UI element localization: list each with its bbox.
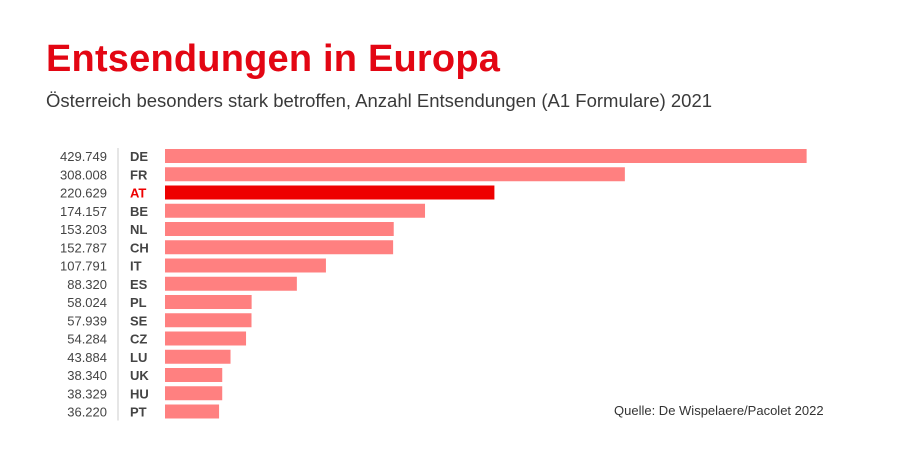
value-label: 58.024 xyxy=(67,295,107,310)
category-label: DE xyxy=(130,149,148,164)
category-label: SE xyxy=(130,313,148,328)
bar-fr xyxy=(165,167,625,182)
source-note: Quelle: De Wispelaere/Pacolet 2022 xyxy=(614,403,824,418)
chart-title: Entsendungen in Europa xyxy=(46,38,501,80)
value-label: 54.284 xyxy=(67,332,107,347)
bar-pl xyxy=(165,295,252,309)
bar-uk xyxy=(165,368,223,382)
category-label: ES xyxy=(130,277,148,292)
category-label: LU xyxy=(130,350,147,365)
value-label: 107.791 xyxy=(60,259,107,274)
value-label: 38.329 xyxy=(67,386,107,401)
bar-ch xyxy=(165,240,394,255)
bar-de xyxy=(165,149,807,163)
value-label: 43.884 xyxy=(67,350,107,365)
value-label: 57.939 xyxy=(67,313,107,328)
value-label: 220.629 xyxy=(60,186,107,201)
category-label: FR xyxy=(130,167,148,182)
category-label: BE xyxy=(130,204,148,219)
bar-at xyxy=(165,185,495,200)
value-label: 153.203 xyxy=(60,222,107,237)
category-label: PL xyxy=(130,295,147,310)
chart-subtitle: Österreich besonders stark betroffen, An… xyxy=(46,90,713,111)
category-label: CH xyxy=(130,240,149,255)
value-label: 88.320 xyxy=(67,277,107,292)
bar-se xyxy=(165,313,252,328)
category-label: CZ xyxy=(130,332,147,347)
bar-hu xyxy=(165,386,223,401)
value-label: 38.340 xyxy=(67,368,107,383)
bar-be xyxy=(165,203,426,218)
bar-cz xyxy=(165,331,247,346)
category-label: AT xyxy=(130,186,146,201)
category-label: HU xyxy=(130,386,149,401)
value-label: 429.749 xyxy=(60,149,107,164)
bar-nl xyxy=(165,222,394,236)
bar-lu xyxy=(165,349,231,364)
category-label: UK xyxy=(130,368,149,383)
value-label: 174.157 xyxy=(60,204,107,219)
value-label: 36.220 xyxy=(67,405,107,420)
value-label: 152.787 xyxy=(60,240,107,255)
category-label: PT xyxy=(130,405,147,420)
category-label: IT xyxy=(130,259,142,274)
value-label: 308.008 xyxy=(60,167,107,182)
bar-es xyxy=(165,276,297,291)
category-label: NL xyxy=(130,222,147,237)
bar-pt xyxy=(165,404,220,419)
bar-it xyxy=(165,258,326,273)
